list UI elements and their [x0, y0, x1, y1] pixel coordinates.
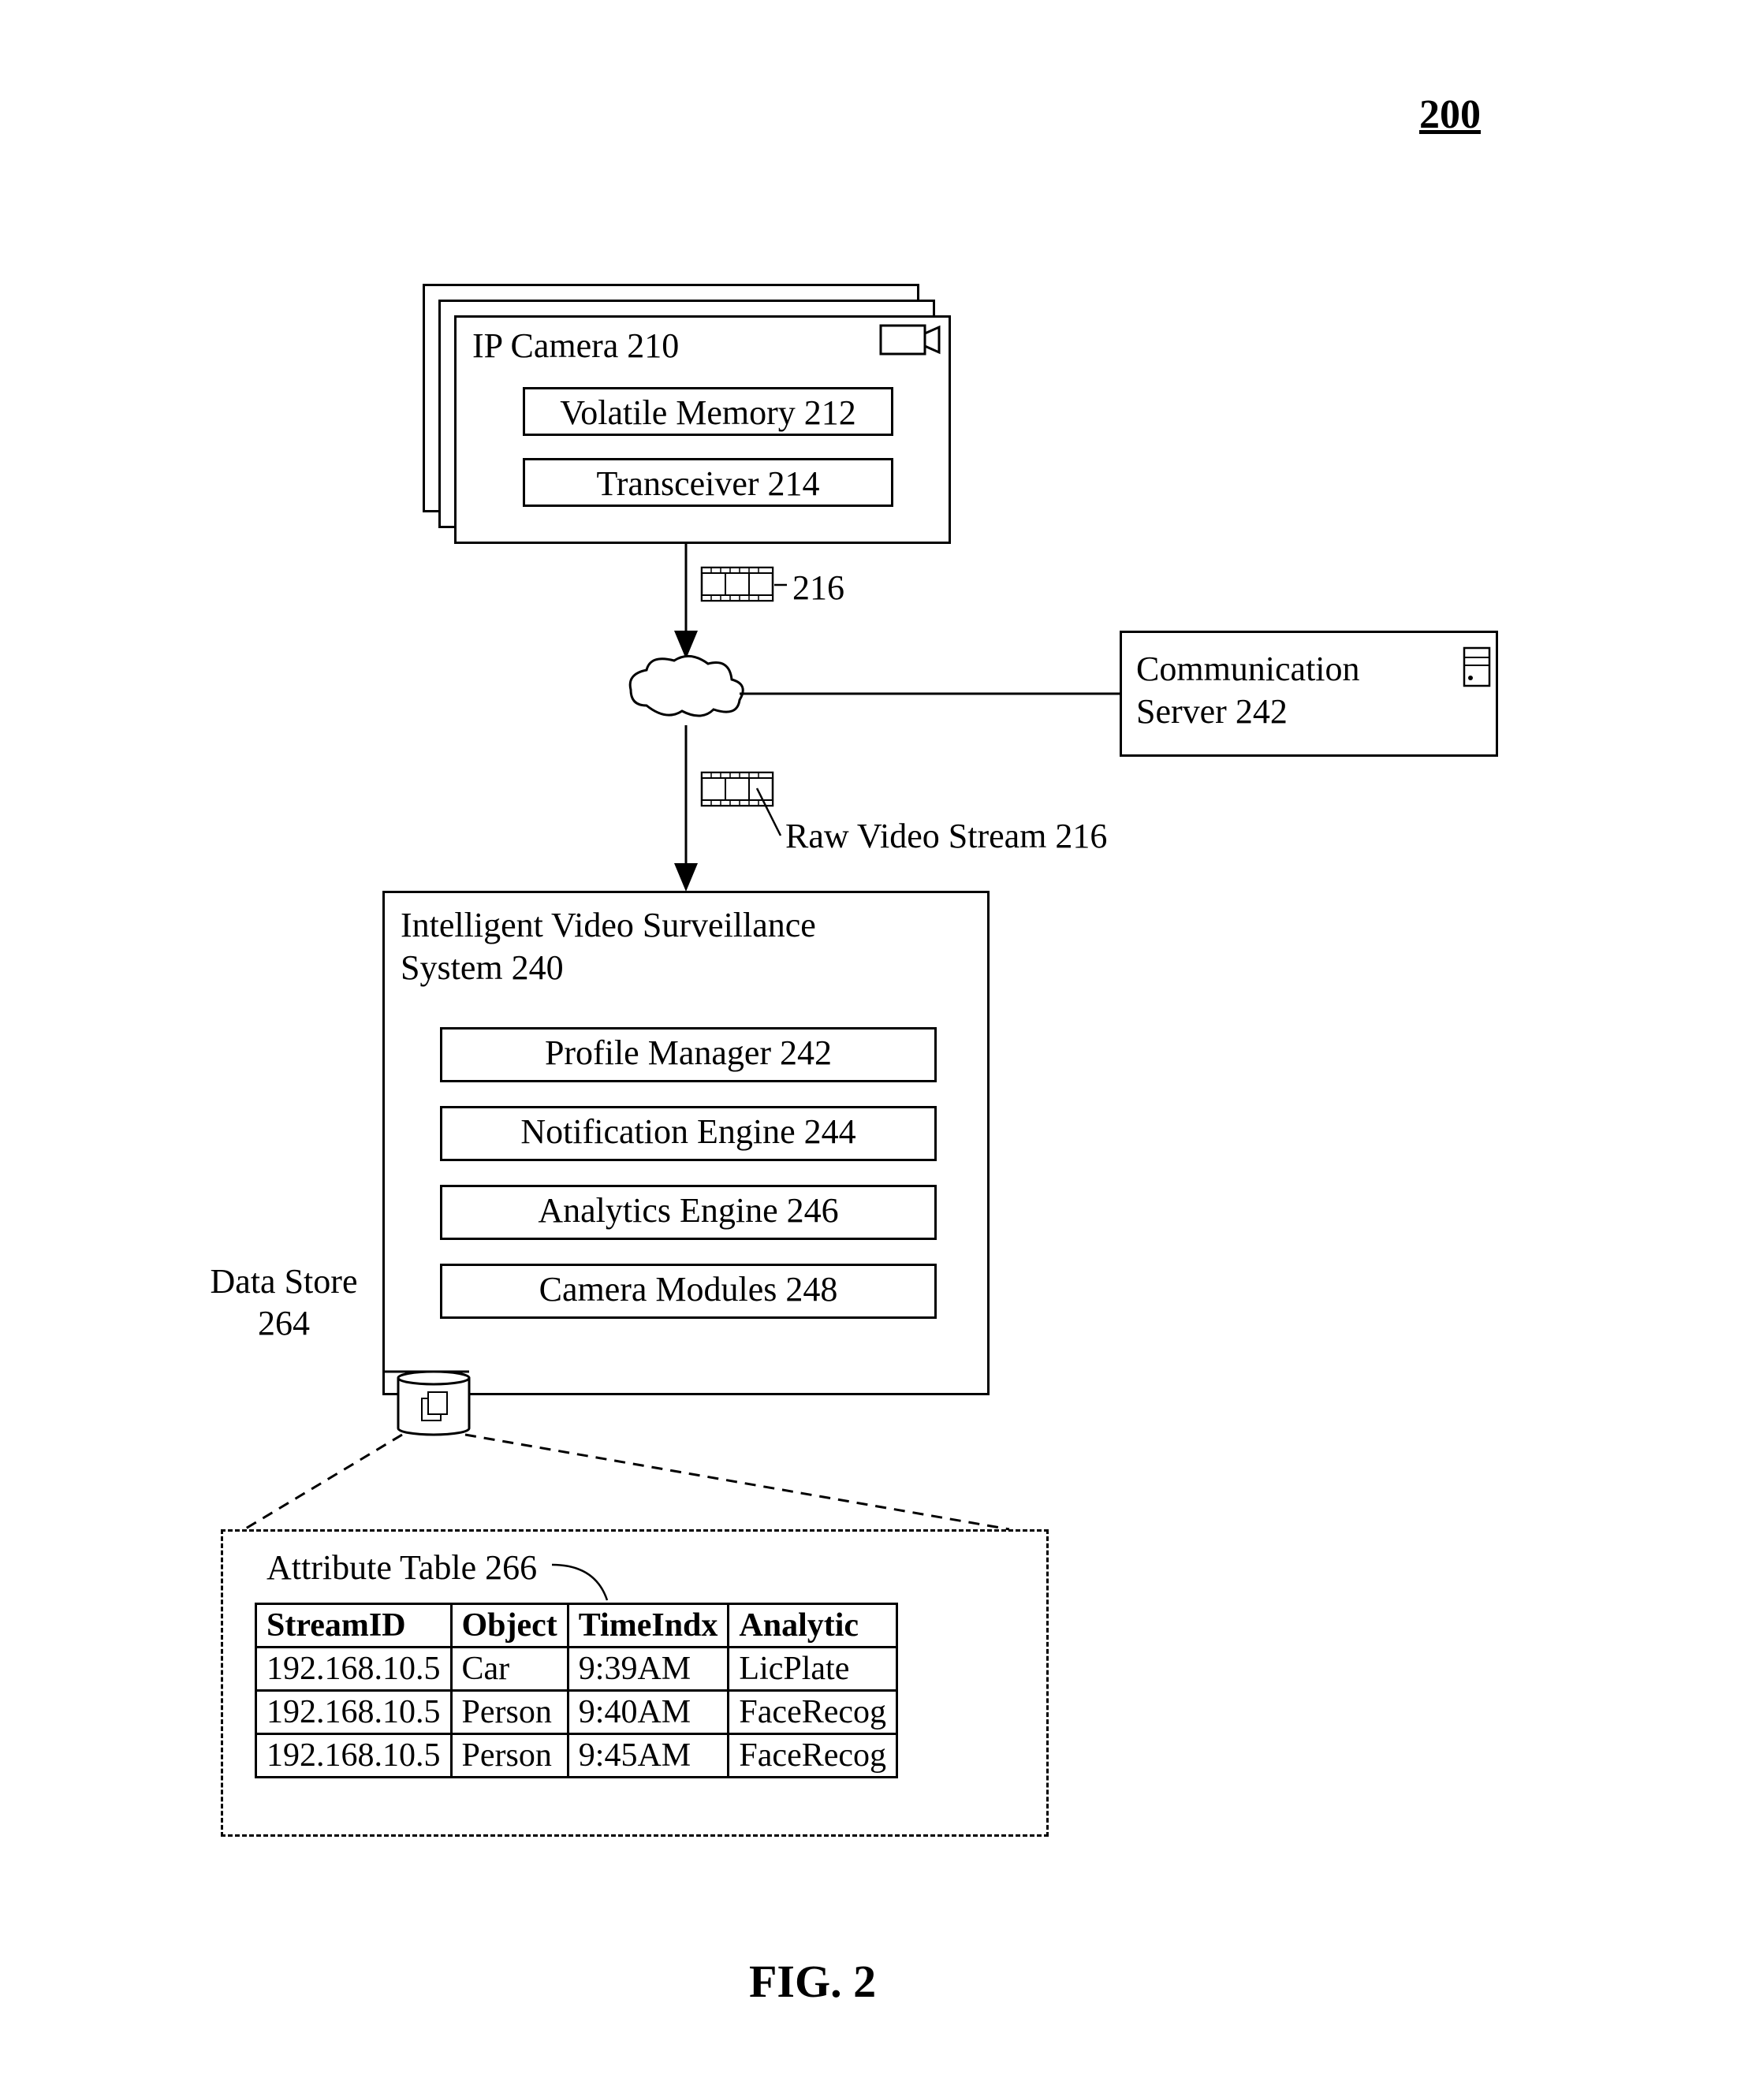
figure-caption: FIG. 2	[749, 1955, 876, 2008]
col-analytic: Analytic	[729, 1604, 897, 1648]
cell: LicPlate	[729, 1648, 897, 1691]
cell: Person	[451, 1691, 568, 1734]
attr-table-panel: Attribute Table 266 StreamID Object Time…	[221, 1529, 1049, 1837]
col-timeindx: TimeIndx	[568, 1604, 729, 1648]
camera-modules-box: Camera Modules 248	[440, 1264, 937, 1319]
data-store-line2: 264	[197, 1303, 371, 1345]
cell: 9:39AM	[568, 1648, 729, 1691]
cell: 192.168.10.5	[256, 1648, 452, 1691]
attribute-table: StreamID Object TimeIndx Analytic 192.16…	[255, 1603, 898, 1778]
cell: Person	[451, 1734, 568, 1778]
expand-line-right	[465, 1435, 1009, 1529]
col-streamid: StreamID	[256, 1604, 452, 1648]
lead-raw-video	[757, 788, 781, 836]
col-object: Object	[451, 1604, 568, 1648]
ivs-title2: System 240	[401, 948, 564, 989]
table-row: 192.168.10.5 Person 9:40AM FaceRecog	[256, 1691, 897, 1734]
ipcam-box: IP Camera 210 Volatile Memory 212 Transc…	[454, 315, 951, 544]
attr-table-container: StreamID Object TimeIndx Analytic 192.16…	[255, 1603, 898, 1778]
cell: 9:45AM	[568, 1734, 729, 1778]
table-row: 192.168.10.5 Person 9:45AM FaceRecog	[256, 1734, 897, 1778]
comm-server-text1: Communication	[1136, 649, 1360, 691]
ipcam-title: IP Camera 210	[472, 326, 679, 367]
server-icon	[1461, 645, 1493, 693]
film-icon-2	[702, 773, 773, 806]
cell: FaceRecog	[729, 1691, 897, 1734]
figure-number: 200	[1419, 91, 1481, 140]
cell: 192.168.10.5	[256, 1734, 452, 1778]
camera-icon	[879, 324, 942, 361]
table-header-row: StreamID Object TimeIndx Analytic	[256, 1604, 897, 1648]
data-store-line1: Data Store	[197, 1261, 371, 1303]
ivs-title1: Intelligent Video Surveillance	[401, 905, 816, 947]
data-store-label: Data Store 264	[197, 1261, 371, 1345]
cell: Car	[451, 1648, 568, 1691]
attr-table-title: Attribute Table 266	[267, 1547, 537, 1589]
table-row: 192.168.10.5 Car 9:39AM LicPlate	[256, 1648, 897, 1691]
transceiver-box: Transceiver 214	[523, 458, 893, 507]
volatile-memory-box: Volatile Memory 212	[523, 387, 893, 436]
cloud-220-label: 220	[665, 673, 717, 715]
notification-engine-box: Notification Engine 244	[440, 1106, 937, 1161]
cell: 9:40AM	[568, 1691, 729, 1734]
comm-server-text2: Server 242	[1136, 691, 1288, 733]
analytics-engine-box: Analytics Engine 246	[440, 1185, 937, 1240]
cell: 192.168.10.5	[256, 1691, 452, 1734]
expand-line-left	[244, 1435, 402, 1529]
ivs-box: Intelligent Video Surveillance System 24…	[382, 891, 990, 1395]
film-icon-1	[702, 568, 773, 601]
profile-manager-box: Profile Manager 242	[440, 1027, 937, 1082]
ref-216-label: 216	[792, 568, 844, 609]
raw-video-label: Raw Video Stream 216	[785, 816, 1107, 858]
cell: FaceRecog	[729, 1734, 897, 1778]
comm-server-box: Communication Server 242	[1120, 631, 1498, 757]
